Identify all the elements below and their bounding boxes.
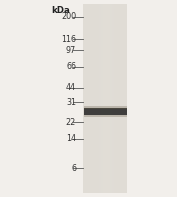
Text: 6: 6 — [71, 164, 76, 173]
Text: 44: 44 — [66, 83, 76, 92]
Bar — [103, 4, 105, 193]
Bar — [85, 4, 88, 193]
Bar — [96, 4, 99, 193]
Bar — [119, 4, 121, 193]
Text: 22: 22 — [66, 118, 76, 127]
Bar — [84, 108, 127, 109]
Text: kDa: kDa — [51, 6, 70, 15]
Text: 97: 97 — [66, 46, 76, 55]
Bar — [84, 106, 127, 117]
Bar — [110, 4, 112, 193]
Bar — [112, 4, 114, 193]
Bar — [116, 4, 119, 193]
Text: 200: 200 — [61, 12, 76, 21]
Bar — [99, 4, 101, 193]
Bar — [105, 4, 107, 193]
Bar — [84, 108, 127, 115]
Bar — [114, 4, 116, 193]
Text: 14: 14 — [66, 134, 76, 143]
Bar — [83, 4, 85, 193]
Bar — [94, 4, 96, 193]
Bar — [125, 4, 127, 193]
Bar — [90, 4, 92, 193]
Text: 66: 66 — [66, 62, 76, 72]
Text: 116: 116 — [61, 35, 76, 44]
Bar — [92, 4, 94, 193]
Bar — [88, 4, 90, 193]
Bar — [123, 4, 125, 193]
Bar — [83, 4, 127, 193]
Text: 31: 31 — [66, 98, 76, 107]
Bar — [107, 4, 110, 193]
Bar — [121, 4, 123, 193]
Bar — [101, 4, 103, 193]
